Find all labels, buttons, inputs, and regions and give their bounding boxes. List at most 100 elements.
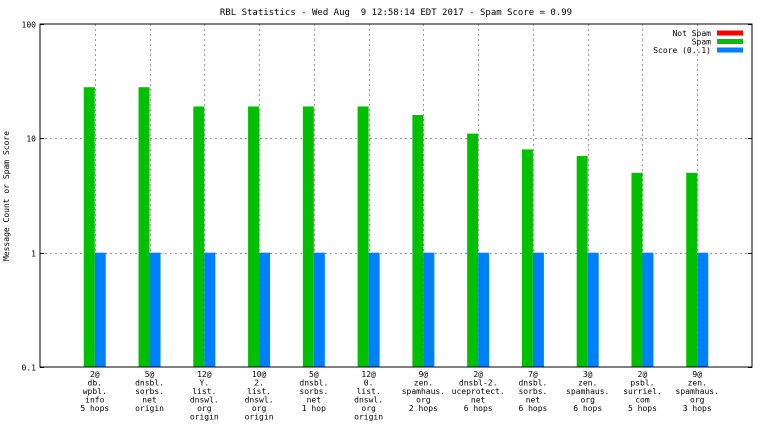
score-bar (259, 252, 271, 367)
x-tick-label: 5 hops (80, 404, 109, 413)
x-tick-label: org (197, 404, 212, 413)
x-tick-label: org (416, 396, 431, 405)
x-tick-label: list. (247, 387, 271, 396)
spam-bar (631, 172, 643, 367)
legend-swatch (717, 39, 743, 44)
legend-label: Score (0..1) (653, 46, 711, 55)
legend-swatch (717, 30, 743, 36)
y-axis-ticks: 0.1 1 10 100 (22, 21, 752, 373)
plot-frame (39, 23, 753, 368)
y-tick-label: 0.1 (22, 364, 37, 373)
score-bar (642, 252, 654, 367)
x-tick-label: origin (354, 413, 383, 422)
x-tick-label: dnsbl. (299, 379, 328, 388)
x-tick-label: origin (190, 413, 219, 422)
score-bar (697, 252, 709, 367)
x-tick-label: dnsbl. (135, 379, 164, 388)
x-tick-label: 9@ (419, 370, 429, 379)
x-tick-label: dnsbl-2. (459, 379, 498, 388)
x-tick-label: 3 hops (683, 404, 712, 413)
x-tick-label: 12@ (361, 370, 376, 379)
x-tick-label: psbl. (630, 379, 654, 388)
x-tick-label: spamhaus. (566, 387, 609, 396)
x-tick-label: zen. (688, 379, 707, 388)
spam-bar (357, 106, 369, 368)
score-bar (587, 252, 599, 367)
x-tick-label: zen. (414, 379, 433, 388)
spam-bar (467, 133, 479, 367)
x-tick-label: net (307, 396, 322, 405)
x-tick-label: spamhaus. (402, 387, 445, 396)
x-tick-label: 2@ (473, 370, 483, 379)
x-tick-label: 12@ (197, 370, 212, 379)
x-tick-label: Y. (199, 379, 209, 388)
y-tick-label: 1 (31, 250, 36, 259)
spam-bar (412, 114, 424, 368)
x-tick-label: 6 hops (518, 404, 547, 413)
spam-bar (686, 172, 698, 367)
spam-bar (248, 106, 260, 368)
legend-swatch (717, 47, 743, 53)
x-tick-label: net (526, 396, 541, 405)
x-tick-label: org (690, 396, 705, 405)
x-tick-label: dnswl. (190, 396, 219, 405)
x-tick-label: origin (245, 413, 274, 422)
x-tick-label: 5@ (145, 370, 155, 379)
x-tick-label: zen. (578, 379, 597, 388)
x-tick-label: 3@ (583, 370, 593, 379)
score-bar (368, 252, 380, 367)
x-tick-label: dnsbl. (518, 379, 547, 388)
x-tick-label: 7@ (528, 370, 538, 379)
x-tick-label: com (635, 396, 650, 405)
x-tick-label: sorbs. (299, 387, 328, 396)
x-tick-label: 9@ (692, 370, 702, 379)
x-tick-label: db. (88, 379, 102, 388)
x-tick-label: 1 hop (302, 404, 326, 413)
legend-label: Spam (692, 38, 711, 47)
x-tick-label: list. (357, 387, 381, 396)
score-bar (149, 252, 161, 367)
score-bar (532, 252, 544, 367)
x-tick-label: 6 hops (464, 404, 493, 413)
spam-bar (138, 87, 150, 368)
y-axis-label: Message Count or Spam Score (2, 131, 11, 261)
x-tick-label: org (252, 404, 267, 413)
y-tick-label: 10 (26, 135, 36, 144)
x-tick-label: net (142, 396, 157, 405)
x-tick-label: surriel. (623, 387, 662, 396)
x-tick-label: 5 hops (628, 404, 657, 413)
x-tick-label: sorbs. (135, 387, 164, 396)
x-tick-label: 2 hops (409, 404, 438, 413)
x-tick-label: list. (192, 387, 216, 396)
bars (83, 87, 709, 368)
score-bar (204, 252, 216, 367)
x-tick-label: dnswl. (354, 396, 383, 405)
chart-title: RBL Statistics - Wed Aug 9 12:58:14 EDT … (220, 8, 572, 18)
x-tick-label: 5@ (309, 370, 319, 379)
legend-label: Not Spam (672, 29, 711, 38)
x-tick-label: 6 hops (573, 404, 602, 413)
spam-bar (83, 87, 95, 368)
x-tick-label: org (580, 396, 595, 405)
x-tick-label: net (471, 396, 486, 405)
score-bar (478, 252, 490, 367)
x-tick-label: 10@ (252, 370, 267, 379)
x-tick-label: 2. (254, 379, 264, 388)
x-tick-label: spamhaus. (676, 387, 719, 396)
score-bar (313, 252, 325, 367)
spam-bar (576, 156, 588, 367)
x-tick-label: wpbl. (83, 387, 107, 396)
x-tick-label: dnswl. (245, 396, 274, 405)
spam-bar (193, 106, 205, 368)
x-tick-label: info (85, 396, 104, 405)
x-tick-label: sorbs. (518, 387, 547, 396)
x-tick-label: origin (135, 404, 164, 413)
score-bar (94, 252, 106, 367)
x-tick-label: 2@ (90, 370, 100, 379)
y-tick-label: 100 (22, 21, 37, 30)
x-tick-label: 0. (364, 379, 374, 388)
x-tick-label: uceprotect. (452, 387, 505, 396)
